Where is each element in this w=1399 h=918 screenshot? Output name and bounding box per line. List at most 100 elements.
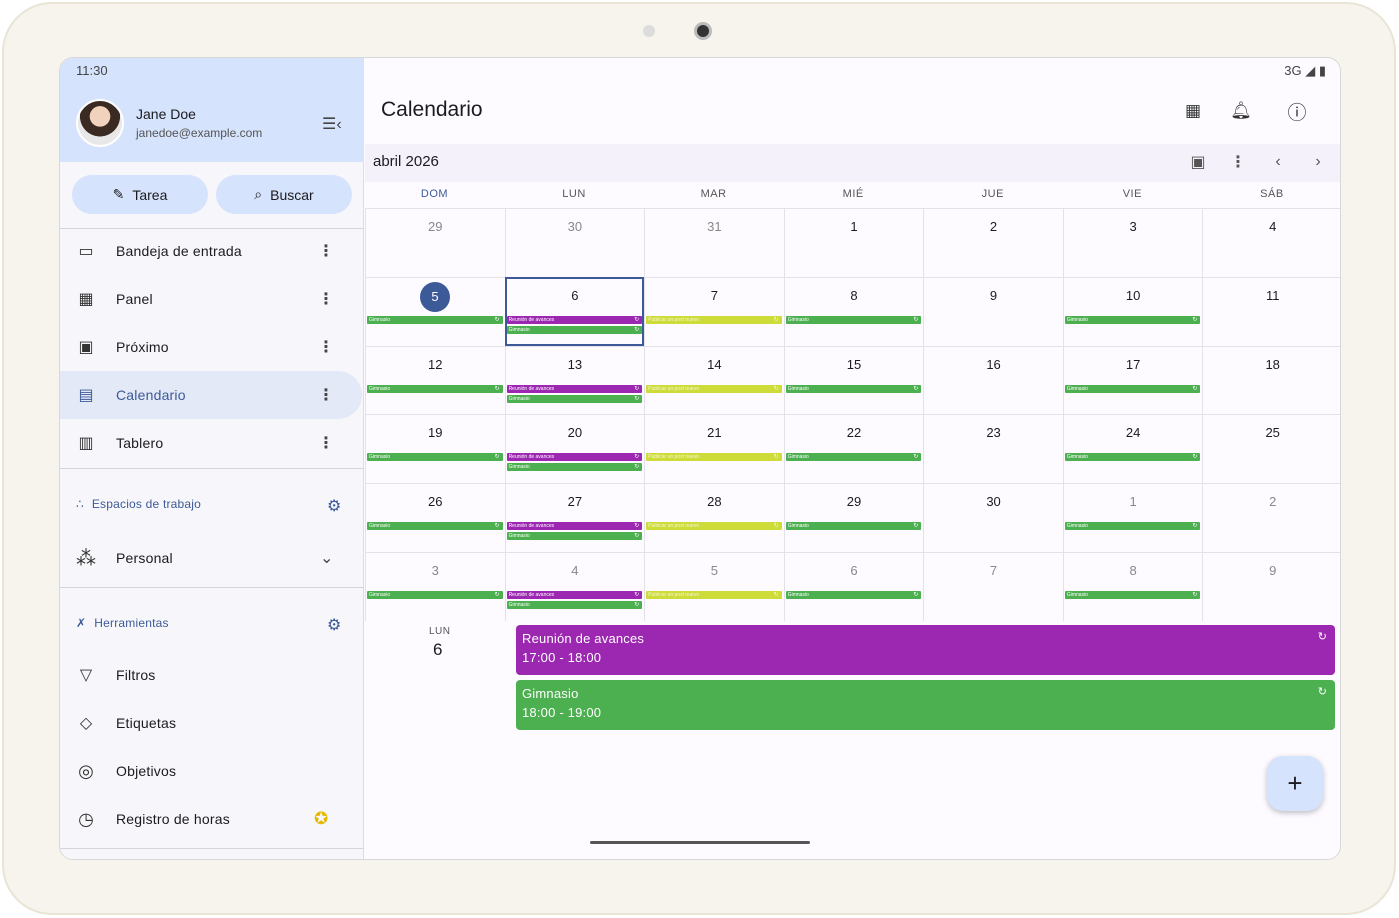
view-layout-icon[interactable]: ▦ [1184, 101, 1202, 120]
workspace-selector[interactable]: ⁂ Personal ⌄ [60, 534, 362, 582]
day-cell[interactable]: 18 [1202, 345, 1340, 415]
day-cell[interactable]: 28 Publicar un post nuevo [644, 483, 784, 552]
day-cell[interactable]: 16 [923, 345, 1063, 415]
help-icon[interactable]: ⓘ [1287, 102, 1307, 124]
day-cell[interactable]: 22 Gimnasio [783, 414, 924, 484]
day-cell[interactable]: 11 [1202, 276, 1340, 346]
nav-item-filters[interactable]: ▽ Filtros [60, 651, 362, 699]
event-chip[interactable]: Publicar un post nuevo [646, 522, 782, 531]
event-chip[interactable]: Reunión de avances [506, 315, 643, 324]
day-cell[interactable]: 10 Gimnasio [1062, 276, 1203, 346]
more-options-icon[interactable]: ⋮ [318, 243, 334, 260]
day-cell[interactable]: 23 [923, 414, 1063, 484]
day-cell[interactable]: 4 [1202, 208, 1340, 277]
event-chip[interactable]: Gimnasio [506, 532, 643, 541]
event-chip[interactable]: Publicar un post nuevo [646, 315, 782, 324]
day-cell[interactable]: 29 Gimnasio [783, 483, 924, 552]
day-cell[interactable]: 1 Gimnasio [1062, 483, 1203, 552]
day-cell[interactable]: 27 Reunión de avancesGimnasio [504, 483, 645, 552]
day-cell[interactable]: 9 [1202, 552, 1340, 621]
day-cell[interactable]: 8 Gimnasio [1062, 552, 1203, 621]
collapse-menu-icon[interactable]: ☰‹ [322, 116, 342, 133]
day-cell[interactable]: 14 Publicar un post nuevo [644, 345, 784, 415]
nav-item-tags[interactable]: ◇ Etiquetas [60, 699, 362, 747]
day-cell[interactable]: 3 Gimnasio [365, 552, 505, 621]
event-chip[interactable]: Gimnasio [1064, 591, 1201, 599]
event-chip[interactable]: Gimnasio [367, 453, 503, 462]
nav-item-goals[interactable]: ◎ Objetivos [60, 747, 362, 795]
event-chip[interactable]: Gimnasio [785, 453, 922, 462]
day-cell[interactable]: 6 Gimnasio [783, 552, 924, 621]
tools-settings-gear-icon[interactable]: ⚙ [327, 617, 342, 634]
more-options-icon[interactable]: ⋮ [318, 291, 334, 308]
day-cell[interactable]: 30 [504, 208, 645, 277]
event-chip[interactable]: Gimnasio [367, 315, 503, 324]
day-cell[interactable]: 19 Gimnasio [365, 414, 505, 484]
day-cell[interactable]: 7 [923, 552, 1063, 621]
search-button[interactable]: ⌕ Buscar [216, 175, 352, 214]
event-chip[interactable]: Reunión de avances [506, 522, 643, 531]
event-chip[interactable]: Gimnasio [1064, 453, 1201, 462]
more-options-icon[interactable]: ⋮ [318, 435, 334, 452]
event-chip[interactable]: Gimnasio [1064, 315, 1201, 324]
day-cell[interactable]: 25 [1202, 414, 1340, 484]
day-cell[interactable]: 15 Gimnasio [783, 345, 924, 415]
chevron-down-icon[interactable]: ⌄ [320, 550, 334, 567]
agenda-event[interactable]: Gimnasio 18:00 - 19:00 ↻ [516, 680, 1335, 730]
event-chip[interactable]: Gimnasio [367, 384, 503, 393]
workspaces-settings-gear-icon[interactable]: ⚙ [327, 498, 342, 515]
nav-item-panel[interactable]: ▦ Panel ⋮ [60, 275, 362, 323]
nav-item-upcoming[interactable]: ▣ Próximo ⋮ [60, 323, 362, 371]
more-options-icon[interactable]: ⋮ [318, 387, 334, 404]
more-options-icon[interactable]: ⋮ [1230, 154, 1246, 171]
nav-item-calendar[interactable]: ▤ Calendario ⋮ [60, 371, 362, 419]
nav-item-time-log[interactable]: ◷ Registro de horas ✪ [60, 795, 362, 843]
event-chip[interactable]: Reunión de avances [506, 453, 643, 462]
event-chip[interactable]: Gimnasio [506, 394, 643, 403]
event-chip[interactable]: Gimnasio [785, 384, 922, 393]
day-cell[interactable]: 4 Reunión de avances Gimnasio [504, 552, 645, 621]
more-options-icon[interactable]: ⋮ [318, 339, 334, 356]
today-calendar-icon[interactable]: ▣ [1190, 154, 1206, 171]
day-cell[interactable]: 21 Publicar un post nuevo [644, 414, 784, 484]
event-chip[interactable]: Reunión de avances [506, 384, 643, 393]
event-chip[interactable]: Gimnasio [785, 315, 922, 324]
event-chip[interactable]: Gimnasio [506, 601, 643, 609]
day-cell[interactable]: 12 Gimnasio [365, 345, 505, 415]
day-cell[interactable]: 26 Gimnasio [365, 483, 505, 552]
day-cell[interactable]: 5 Publicar un post nuevo [644, 552, 784, 621]
avatar[interactable] [76, 99, 124, 147]
nav-item-inbox[interactable]: ▭ Bandeja de entrada ⋮ [60, 227, 362, 275]
add-event-button[interactable]: + [1267, 756, 1323, 811]
day-cell[interactable]: 29 [365, 208, 505, 277]
event-chip[interactable]: Gimnasio [367, 591, 503, 599]
bell-icon[interactable]: 🔔︎ [1230, 101, 1252, 120]
event-chip[interactable]: Publicar un post nuevo [646, 591, 782, 599]
new-task-button[interactable]: ✎ Tarea [72, 175, 208, 214]
event-chip[interactable]: Gimnasio [506, 463, 643, 472]
day-cell[interactable]: 9 [923, 276, 1063, 346]
nav-item-board[interactable]: ▥ Tablero ⋮ [60, 419, 362, 467]
day-cell[interactable]: 24 Gimnasio [1062, 414, 1203, 484]
day-cell[interactable]: 17 Gimnasio [1062, 345, 1203, 415]
day-cell[interactable]: 3 [1062, 208, 1203, 277]
day-cell[interactable]: 5 Gimnasio [365, 276, 505, 346]
day-cell[interactable]: 2 [1202, 483, 1340, 552]
event-chip[interactable]: Gimnasio [785, 522, 922, 531]
event-chip[interactable]: Publicar un post nuevo [646, 384, 782, 393]
day-cell[interactable]: 8 Gimnasio [783, 276, 924, 346]
agenda-event[interactable]: Reunión de avances 17:00 - 18:00 ↻ [516, 625, 1335, 675]
event-chip[interactable]: Publicar un post nuevo [646, 453, 782, 462]
event-chip[interactable]: Gimnasio [785, 591, 922, 599]
day-cell[interactable]: 1 [783, 208, 924, 277]
chevron-left-icon[interactable]: ‹ [1275, 153, 1281, 170]
event-chip[interactable]: Gimnasio [506, 325, 643, 334]
day-cell[interactable]: 20 Reunión de avancesGimnasio [504, 414, 645, 484]
event-chip[interactable]: Gimnasio [1064, 384, 1201, 393]
chevron-right-icon[interactable]: › [1315, 153, 1321, 170]
day-cell[interactable]: 7 Publicar un post nuevo [644, 276, 784, 346]
day-cell[interactable]: 2 [923, 208, 1063, 277]
event-chip[interactable]: Reunión de avances [506, 591, 643, 599]
day-cell[interactable]: 31 [644, 208, 784, 277]
day-cell[interactable]: 13 Reunión de avancesGimnasio [504, 345, 645, 415]
